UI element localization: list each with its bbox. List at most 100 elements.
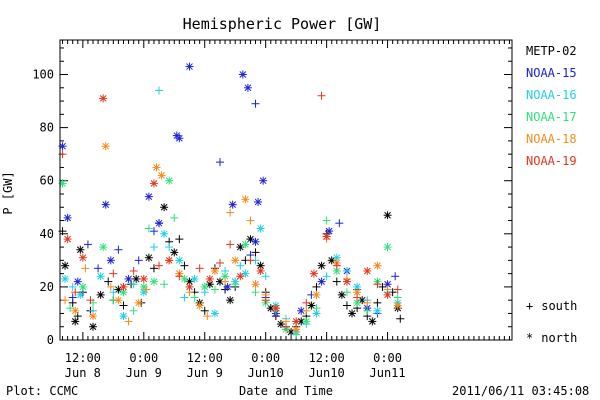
data-point — [246, 216, 255, 225]
data-point — [144, 224, 153, 233]
data-point — [124, 274, 133, 283]
data-point — [180, 261, 189, 270]
data-point — [124, 317, 133, 326]
data-point — [101, 200, 110, 209]
legend-item: NOAA-16 — [526, 88, 577, 102]
data-point — [261, 296, 270, 305]
data-point — [175, 272, 184, 281]
y-tick-label: 0 — [47, 333, 54, 347]
data-point — [383, 290, 392, 299]
data-point — [114, 245, 123, 254]
data-point — [210, 285, 219, 294]
data-point — [119, 312, 128, 321]
data-point — [251, 288, 260, 297]
data-point — [302, 317, 311, 326]
data-point — [391, 272, 400, 281]
data-point — [246, 235, 255, 244]
data-point — [292, 325, 301, 334]
legend-item: NOAA-19 — [526, 154, 577, 168]
data-point — [223, 282, 232, 291]
data-point — [393, 293, 402, 302]
data-point — [396, 314, 405, 323]
data-point — [63, 235, 72, 244]
x-tick-date-label: Jun11 — [370, 366, 406, 380]
data-point — [256, 266, 265, 275]
data-point — [353, 293, 362, 302]
marker-legend-item: * north — [526, 331, 577, 345]
data-point — [129, 306, 138, 315]
data-point — [205, 274, 214, 283]
data-point — [78, 253, 87, 262]
data-point — [61, 296, 70, 305]
data-point — [109, 269, 118, 278]
data-point — [342, 266, 351, 275]
data-point — [170, 213, 179, 222]
data-point — [71, 288, 80, 297]
data-point — [317, 261, 326, 270]
data-point — [149, 243, 158, 252]
data-point — [348, 309, 357, 318]
x-tick-time-label: 12:00 — [65, 351, 101, 365]
y-tick-label: 100 — [32, 68, 54, 82]
data-point — [393, 285, 402, 294]
data-point — [185, 62, 194, 71]
data-point — [215, 158, 224, 167]
data-point — [144, 192, 153, 201]
data-point — [195, 301, 204, 310]
data-point — [368, 317, 377, 326]
data-point — [256, 261, 265, 270]
data-point — [302, 306, 311, 315]
data-point — [165, 256, 174, 265]
data-point — [322, 216, 331, 225]
data-point — [114, 296, 123, 305]
data-point — [142, 285, 151, 294]
data-point — [180, 293, 189, 302]
marker-label: south — [541, 299, 578, 313]
data-point — [149, 179, 158, 188]
data-point — [317, 277, 326, 286]
data-point — [236, 261, 245, 270]
data-point — [226, 296, 235, 305]
data-point — [160, 229, 169, 238]
data-point — [139, 274, 148, 283]
data-point — [86, 296, 95, 305]
data-point — [312, 304, 321, 313]
data-point — [309, 269, 318, 278]
data-point — [160, 280, 169, 289]
data-point — [363, 298, 372, 307]
y-tick-label: 80 — [40, 121, 54, 135]
data-point — [160, 203, 169, 212]
data-point — [99, 94, 108, 103]
data-point — [106, 256, 115, 265]
data-point — [96, 290, 105, 299]
data-point — [61, 261, 70, 270]
x-tick-time-label: 0:00 — [251, 351, 280, 365]
data-point — [68, 293, 77, 302]
data-point — [373, 261, 382, 270]
data-point — [71, 317, 80, 326]
data-point — [342, 301, 351, 310]
data-point — [254, 197, 263, 206]
marker-symbol: + — [526, 299, 534, 313]
data-point — [383, 243, 392, 252]
data-point — [180, 274, 189, 283]
data-point — [134, 256, 143, 265]
data-point — [63, 213, 72, 222]
data-point — [210, 266, 219, 275]
x-tick-time-label: 0:00 — [373, 351, 402, 365]
x-tick-time-label: 0:00 — [129, 351, 158, 365]
data-point — [134, 298, 143, 307]
data-point — [104, 277, 113, 286]
chart-title: Hemispheric Power [GW] — [183, 15, 382, 33]
data-point — [226, 240, 235, 249]
data-point — [317, 91, 326, 100]
data-point — [373, 298, 382, 307]
data-point — [61, 274, 70, 283]
data-point — [282, 322, 290, 331]
data-point — [261, 272, 270, 281]
data-point — [238, 70, 247, 79]
plot-timestamp: 2011/06/11 03:45:08 — [452, 384, 590, 398]
plot-credit: Plot: CCMC — [6, 384, 79, 398]
legend-item: NOAA-17 — [526, 110, 577, 124]
